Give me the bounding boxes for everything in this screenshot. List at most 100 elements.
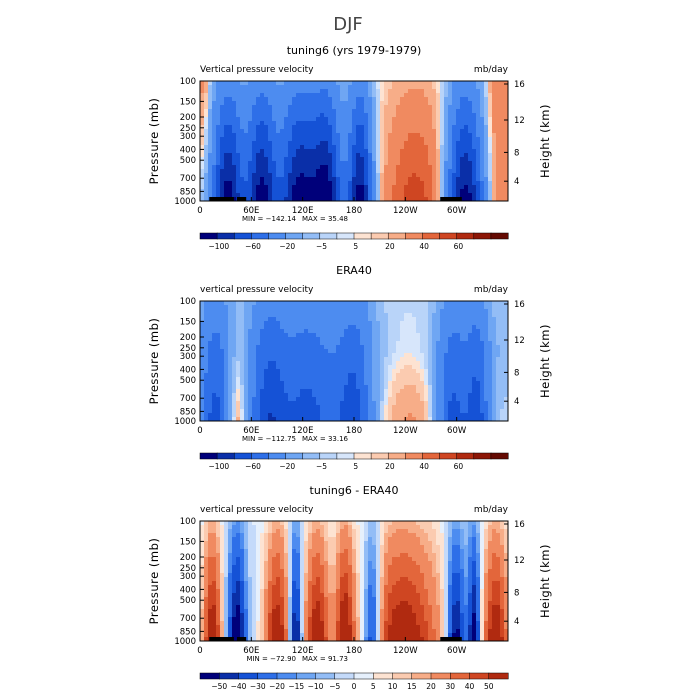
- heatmap-cell: [300, 325, 305, 330]
- heatmap-cell: [480, 521, 485, 526]
- heatmap-cell: [500, 309, 505, 314]
- heatmap-cell: [472, 385, 477, 390]
- heatmap-cell: [328, 417, 333, 422]
- heatmap-cell: [284, 377, 289, 382]
- heatmap-cell: [376, 389, 381, 394]
- heatmap-cell: [388, 521, 393, 526]
- heatmap-cell: [316, 521, 321, 526]
- heatmap-cell: [504, 101, 509, 106]
- heatmap-cell: [404, 353, 409, 358]
- heatmap-cell: [304, 393, 309, 398]
- heatmap-cell: [292, 105, 297, 110]
- heatmap-cell: [332, 149, 337, 154]
- heatmap-cell: [348, 413, 353, 418]
- heatmap-cell: [436, 181, 441, 186]
- heatmap-cell: [260, 97, 265, 102]
- heatmap-cell: [200, 521, 205, 526]
- heatmap-cell: [380, 357, 385, 362]
- heatmap-cell: [368, 397, 373, 402]
- heatmap-cell: [480, 361, 485, 366]
- heatmap-cell: [496, 345, 501, 350]
- heatmap-cell: [428, 89, 433, 94]
- heatmap-cell: [500, 385, 505, 390]
- heatmap-cell: [436, 81, 441, 86]
- heatmap-cell: [504, 409, 509, 414]
- heatmap-cell: [432, 181, 437, 186]
- heatmap-cell: [476, 377, 481, 382]
- heatmap-cell: [476, 197, 481, 202]
- heatmap-cell: [492, 393, 497, 398]
- heatmap-cell: [356, 341, 361, 346]
- heatmap-cell: [452, 185, 457, 190]
- heatmap-cell: [212, 129, 217, 134]
- heatmap-cell: [456, 93, 461, 98]
- y-tick-label: 500: [180, 376, 196, 386]
- heatmap-cell: [500, 377, 505, 382]
- heatmap-cell: [384, 177, 389, 182]
- heatmap-cell: [344, 89, 349, 94]
- heatmap-cell: [284, 97, 289, 102]
- heatmap-cell: [428, 157, 433, 162]
- heatmap-cell: [276, 333, 281, 338]
- heatmap-cell: [212, 325, 217, 330]
- heatmap-cell: [416, 405, 421, 410]
- heatmap-cell: [424, 337, 429, 342]
- heatmap-cell: [504, 353, 509, 358]
- heatmap-cell: [232, 373, 237, 378]
- heatmap-cell: [408, 329, 413, 334]
- heatmap-cell: [412, 409, 417, 414]
- heatmap-cell: [272, 105, 277, 110]
- heatmap-cell: [420, 321, 425, 326]
- heatmap-cell: [260, 105, 265, 110]
- heatmap-cell: [392, 313, 397, 318]
- heatmap-cell: [348, 345, 353, 350]
- heatmap-cell: [416, 529, 421, 534]
- heatmap-cell: [376, 121, 381, 126]
- heatmap-cell: [480, 113, 485, 118]
- heatmap-cell: [468, 313, 473, 318]
- heatmap-cell: [376, 193, 381, 198]
- heatmap-cell: [360, 105, 365, 110]
- heatmap-cell: [500, 329, 505, 334]
- heatmap-cell: [220, 145, 225, 150]
- heatmap-cell: [392, 333, 397, 338]
- heatmap-cell: [376, 153, 381, 158]
- heatmap-cell: [480, 93, 485, 98]
- heatmap-cell: [492, 329, 497, 334]
- heatmap-cell: [440, 81, 445, 86]
- heatmap-cell: [464, 89, 469, 94]
- heatmap-cell: [488, 109, 493, 114]
- heatmap-cell: [244, 137, 249, 142]
- heatmap-cell: [208, 113, 213, 118]
- heatmap-cell: [504, 373, 509, 378]
- colorbar-swatch: [473, 232, 492, 240]
- heatmap-cell: [344, 529, 349, 534]
- heatmap-cell: [300, 189, 305, 194]
- heatmap-cell: [468, 321, 473, 326]
- heatmap-cell: [356, 337, 361, 342]
- heatmap-cell: [248, 125, 253, 130]
- heatmap-cell: [440, 185, 445, 190]
- heatmap-cell: [396, 93, 401, 98]
- heatmap-cell: [488, 381, 493, 386]
- heatmap-cell: [356, 325, 361, 330]
- heatmap-cell: [208, 121, 213, 126]
- heatmap-cell: [440, 405, 445, 410]
- heatmap-cell: [252, 121, 257, 126]
- heatmap-cell: [480, 185, 485, 190]
- heatmap-cell: [460, 113, 465, 118]
- heatmap-cell: [348, 193, 353, 198]
- heatmap-cell: [428, 361, 433, 366]
- heatmap-cell: [476, 357, 481, 362]
- heatmap-cell: [348, 101, 353, 106]
- heatmap-cell: [248, 117, 253, 122]
- heatmap-cell: [432, 357, 437, 362]
- heatmap-cell: [324, 381, 329, 386]
- heatmap-cell: [392, 173, 397, 178]
- heatmap-cell: [428, 305, 433, 310]
- heatmap-cell: [280, 81, 285, 86]
- heatmap-cell: [404, 197, 409, 202]
- heatmap-cell: [264, 393, 269, 398]
- heatmap-cell: [368, 389, 373, 394]
- heatmap-cell: [348, 325, 353, 330]
